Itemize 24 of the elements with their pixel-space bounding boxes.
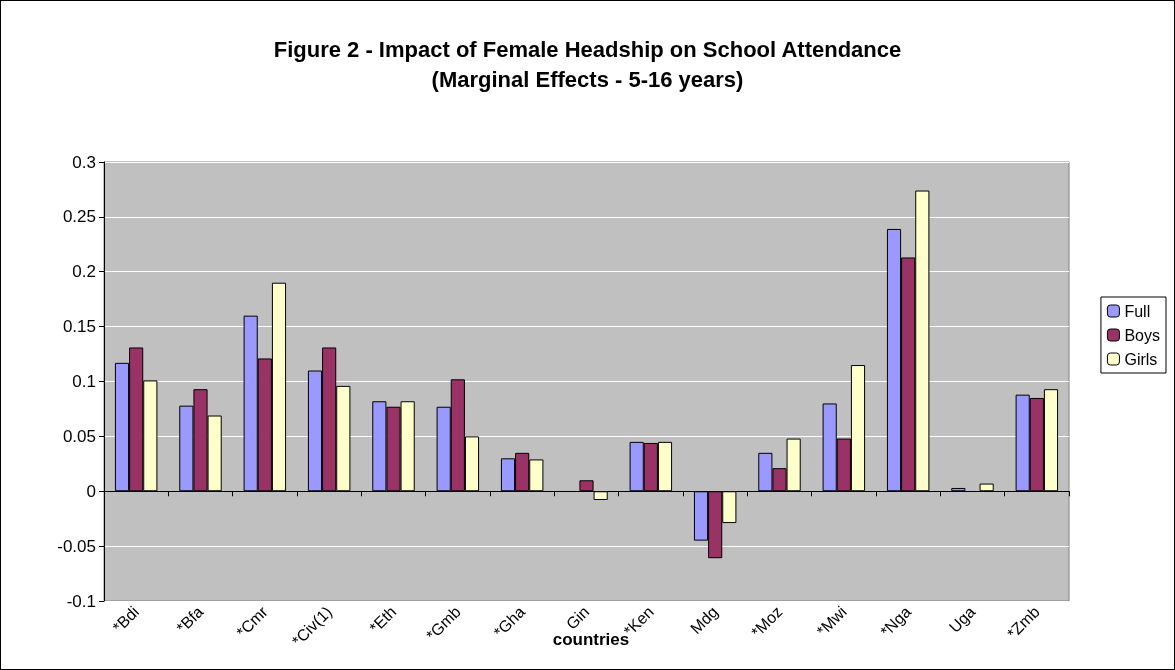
y-tick-label: 0.1 bbox=[72, 372, 96, 391]
x-tick-label: *Cmr bbox=[233, 602, 272, 641]
x-tick-label: Uga bbox=[945, 602, 979, 636]
x-tick-label: *Bfa bbox=[173, 602, 207, 637]
y-tick-label: 0.15 bbox=[62, 317, 96, 337]
y-tick-label: 0.05 bbox=[62, 426, 96, 446]
x-tick-label: Mdg bbox=[687, 602, 722, 638]
legend-label: Girls bbox=[1124, 350, 1158, 368]
x-tick-label: *Nga bbox=[877, 602, 915, 641]
x-tick-label: *Zmb bbox=[1003, 602, 1043, 643]
y-tick-label: 0.3 bbox=[72, 152, 96, 172]
y-tick-label: -0.05 bbox=[57, 536, 96, 556]
x-tick-label: Gin bbox=[562, 602, 593, 633]
x-tick-label: *Gha bbox=[490, 602, 529, 641]
x-tick-label: *Moz bbox=[747, 602, 786, 641]
y-tick-label: -0.1 bbox=[66, 591, 96, 611]
legend-label: Boys bbox=[1124, 326, 1161, 344]
y-tick-label: 0.2 bbox=[72, 262, 96, 282]
chart-title: Figure 2 - Impact of Female Headship on School Attendance (Marginal Effects - 5-16 years) bbox=[273, 36, 902, 92]
legend-label: Full bbox=[1124, 302, 1151, 320]
y-tick-label: 0.25 bbox=[62, 207, 96, 227]
x-tick-label: *Bdi bbox=[109, 602, 143, 636]
x-tick-label: *Eth bbox=[366, 602, 400, 637]
y-tick-label: 0 bbox=[86, 481, 96, 501]
